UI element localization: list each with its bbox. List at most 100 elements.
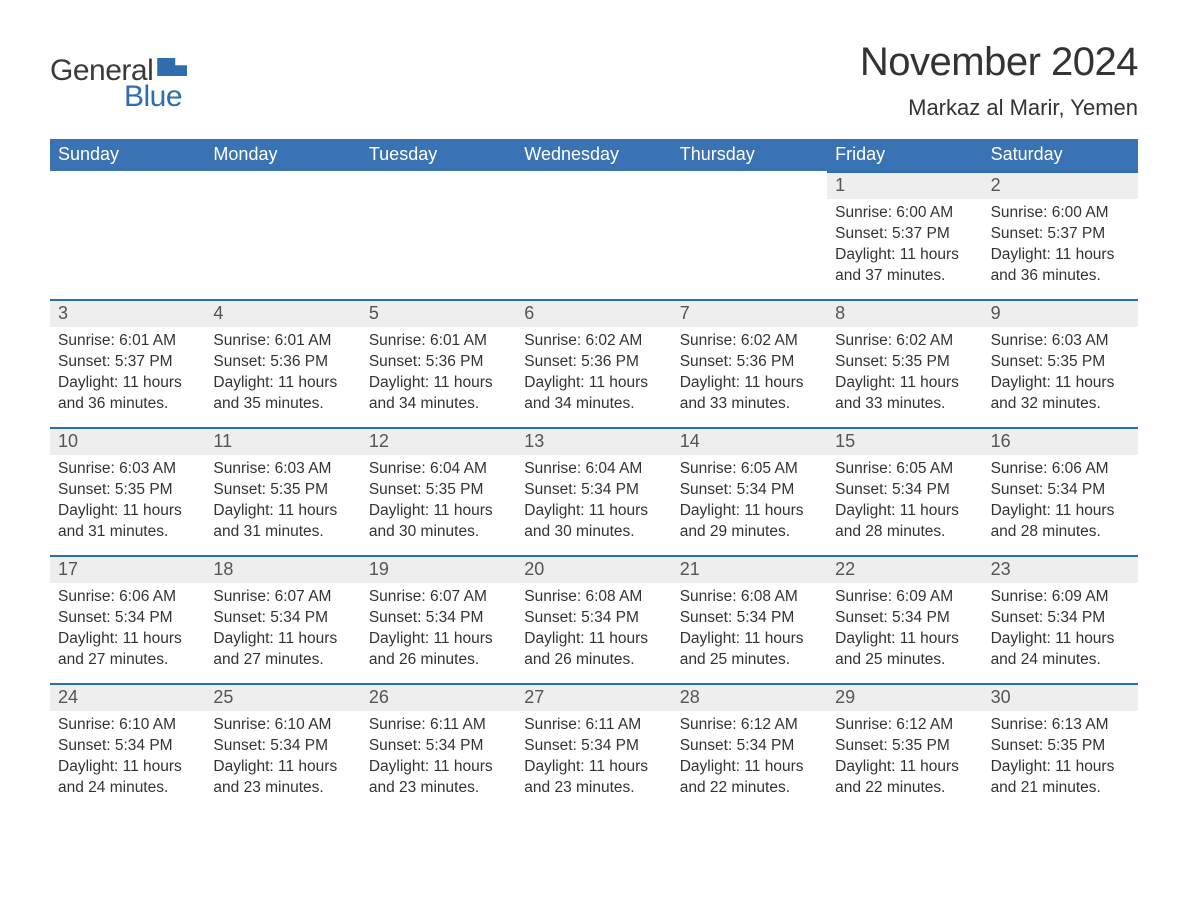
sunrise-line: Sunrise: 6:11 AM <box>369 715 508 736</box>
day-body: Sunrise: 6:07 AMSunset: 5:34 PMDaylight:… <box>205 583 360 671</box>
day-body: Sunrise: 6:08 AMSunset: 5:34 PMDaylight:… <box>516 583 671 671</box>
weekday-header: Monday <box>205 139 360 171</box>
day-body: Sunrise: 6:01 AMSunset: 5:36 PMDaylight:… <box>361 327 516 415</box>
weekday-header: Wednesday <box>516 139 671 171</box>
sunrise-line: Sunrise: 6:05 AM <box>835 459 974 480</box>
day-cell: 15Sunrise: 6:05 AMSunset: 5:34 PMDayligh… <box>827 427 982 555</box>
sunrise-line: Sunrise: 6:12 AM <box>680 715 819 736</box>
day-cell: 12Sunrise: 6:04 AMSunset: 5:35 PMDayligh… <box>361 427 516 555</box>
daylight-line: Daylight: 11 hours and 25 minutes. <box>680 629 819 671</box>
sunrise-line: Sunrise: 6:07 AM <box>369 587 508 608</box>
day-cell: 30Sunrise: 6:13 AMSunset: 5:35 PMDayligh… <box>983 683 1138 811</box>
day-body: Sunrise: 6:09 AMSunset: 5:34 PMDaylight:… <box>983 583 1138 671</box>
sunrise-line: Sunrise: 6:01 AM <box>213 331 352 352</box>
day-number: 18 <box>205 555 360 583</box>
sunset-line: Sunset: 5:34 PM <box>680 736 819 757</box>
sunset-line: Sunset: 5:34 PM <box>991 480 1130 501</box>
day-body: Sunrise: 6:11 AMSunset: 5:34 PMDaylight:… <box>516 711 671 799</box>
day-number: 4 <box>205 299 360 327</box>
day-number: 25 <box>205 683 360 711</box>
day-number: 27 <box>516 683 671 711</box>
day-cell: 11Sunrise: 6:03 AMSunset: 5:35 PMDayligh… <box>205 427 360 555</box>
day-cell: 10Sunrise: 6:03 AMSunset: 5:35 PMDayligh… <box>50 427 205 555</box>
month-title: November 2024 <box>860 40 1138 85</box>
day-number: 13 <box>516 427 671 455</box>
day-cell: 25Sunrise: 6:10 AMSunset: 5:34 PMDayligh… <box>205 683 360 811</box>
day-number: 9 <box>983 299 1138 327</box>
day-cell: 6Sunrise: 6:02 AMSunset: 5:36 PMDaylight… <box>516 299 671 427</box>
weekday-header: Friday <box>827 139 982 171</box>
day-cell <box>672 171 827 299</box>
sunrise-line: Sunrise: 6:07 AM <box>213 587 352 608</box>
day-body: Sunrise: 6:05 AMSunset: 5:34 PMDaylight:… <box>672 455 827 543</box>
day-body: Sunrise: 6:08 AMSunset: 5:34 PMDaylight:… <box>672 583 827 671</box>
day-cell: 9Sunrise: 6:03 AMSunset: 5:35 PMDaylight… <box>983 299 1138 427</box>
daylight-line: Daylight: 11 hours and 34 minutes. <box>524 373 663 415</box>
day-body: Sunrise: 6:10 AMSunset: 5:34 PMDaylight:… <box>50 711 205 799</box>
sunset-line: Sunset: 5:36 PM <box>213 352 352 373</box>
daylight-line: Daylight: 11 hours and 32 minutes. <box>991 373 1130 415</box>
sunset-line: Sunset: 5:34 PM <box>369 736 508 757</box>
day-cell <box>516 171 671 299</box>
day-body: Sunrise: 6:11 AMSunset: 5:34 PMDaylight:… <box>361 711 516 799</box>
day-body: Sunrise: 6:02 AMSunset: 5:36 PMDaylight:… <box>672 327 827 415</box>
day-cell: 13Sunrise: 6:04 AMSunset: 5:34 PMDayligh… <box>516 427 671 555</box>
weeks-container: 1Sunrise: 6:00 AMSunset: 5:37 PMDaylight… <box>50 171 1138 811</box>
sunrise-line: Sunrise: 6:12 AM <box>835 715 974 736</box>
day-number: 29 <box>827 683 982 711</box>
sunset-line: Sunset: 5:35 PM <box>835 736 974 757</box>
day-number: 7 <box>672 299 827 327</box>
daylight-line: Daylight: 11 hours and 36 minutes. <box>58 373 197 415</box>
day-cell: 3Sunrise: 6:01 AMSunset: 5:37 PMDaylight… <box>50 299 205 427</box>
daylight-line: Daylight: 11 hours and 27 minutes. <box>213 629 352 671</box>
daylight-line: Daylight: 11 hours and 31 minutes. <box>213 501 352 543</box>
sunrise-line: Sunrise: 6:03 AM <box>991 331 1130 352</box>
week-row: 3Sunrise: 6:01 AMSunset: 5:37 PMDaylight… <box>50 299 1138 427</box>
day-body: Sunrise: 6:03 AMSunset: 5:35 PMDaylight:… <box>205 455 360 543</box>
sunrise-line: Sunrise: 6:04 AM <box>369 459 508 480</box>
daylight-line: Daylight: 11 hours and 26 minutes. <box>524 629 663 671</box>
calendar: SundayMondayTuesdayWednesdayThursdayFrid… <box>50 139 1138 811</box>
day-cell <box>205 171 360 299</box>
daylight-line: Daylight: 11 hours and 22 minutes. <box>835 757 974 799</box>
sunset-line: Sunset: 5:34 PM <box>524 736 663 757</box>
sunrise-line: Sunrise: 6:00 AM <box>835 203 974 224</box>
sunrise-line: Sunrise: 6:02 AM <box>835 331 974 352</box>
sunrise-line: Sunrise: 6:03 AM <box>213 459 352 480</box>
sunrise-line: Sunrise: 6:05 AM <box>680 459 819 480</box>
sunrise-line: Sunrise: 6:11 AM <box>524 715 663 736</box>
sunset-line: Sunset: 5:35 PM <box>369 480 508 501</box>
day-number: 17 <box>50 555 205 583</box>
day-body: Sunrise: 6:01 AMSunset: 5:36 PMDaylight:… <box>205 327 360 415</box>
sunset-line: Sunset: 5:35 PM <box>991 736 1130 757</box>
day-body: Sunrise: 6:04 AMSunset: 5:34 PMDaylight:… <box>516 455 671 543</box>
daylight-line: Daylight: 11 hours and 37 minutes. <box>835 245 974 287</box>
day-body: Sunrise: 6:07 AMSunset: 5:34 PMDaylight:… <box>361 583 516 671</box>
day-cell: 21Sunrise: 6:08 AMSunset: 5:34 PMDayligh… <box>672 555 827 683</box>
daylight-line: Daylight: 11 hours and 23 minutes. <box>524 757 663 799</box>
weekday-header: Thursday <box>672 139 827 171</box>
week-row: 10Sunrise: 6:03 AMSunset: 5:35 PMDayligh… <box>50 427 1138 555</box>
daylight-line: Daylight: 11 hours and 28 minutes. <box>835 501 974 543</box>
day-cell: 22Sunrise: 6:09 AMSunset: 5:34 PMDayligh… <box>827 555 982 683</box>
sunset-line: Sunset: 5:35 PM <box>835 352 974 373</box>
weekday-header: Sunday <box>50 139 205 171</box>
week-row: 17Sunrise: 6:06 AMSunset: 5:34 PMDayligh… <box>50 555 1138 683</box>
day-body: Sunrise: 6:13 AMSunset: 5:35 PMDaylight:… <box>983 711 1138 799</box>
daylight-line: Daylight: 11 hours and 30 minutes. <box>369 501 508 543</box>
day-number: 6 <box>516 299 671 327</box>
brand-flag-icon <box>157 58 187 76</box>
sunrise-line: Sunrise: 6:10 AM <box>58 715 197 736</box>
day-body: Sunrise: 6:04 AMSunset: 5:35 PMDaylight:… <box>361 455 516 543</box>
sunset-line: Sunset: 5:35 PM <box>991 352 1130 373</box>
day-cell: 7Sunrise: 6:02 AMSunset: 5:36 PMDaylight… <box>672 299 827 427</box>
sunset-line: Sunset: 5:34 PM <box>369 608 508 629</box>
sunset-line: Sunset: 5:36 PM <box>369 352 508 373</box>
day-body: Sunrise: 6:09 AMSunset: 5:34 PMDaylight:… <box>827 583 982 671</box>
day-cell: 2Sunrise: 6:00 AMSunset: 5:37 PMDaylight… <box>983 171 1138 299</box>
sunset-line: Sunset: 5:34 PM <box>58 608 197 629</box>
day-cell: 29 Sunrise: 6:12 AMSunset: 5:35 PMDayligh… <box>827 683 982 811</box>
daylight-line: Daylight: 11 hours and 30 minutes. <box>524 501 663 543</box>
day-body: Sunrise: 6:03 AMSunset: 5:35 PMDaylight:… <box>983 327 1138 415</box>
sunset-line: Sunset: 5:34 PM <box>680 608 819 629</box>
